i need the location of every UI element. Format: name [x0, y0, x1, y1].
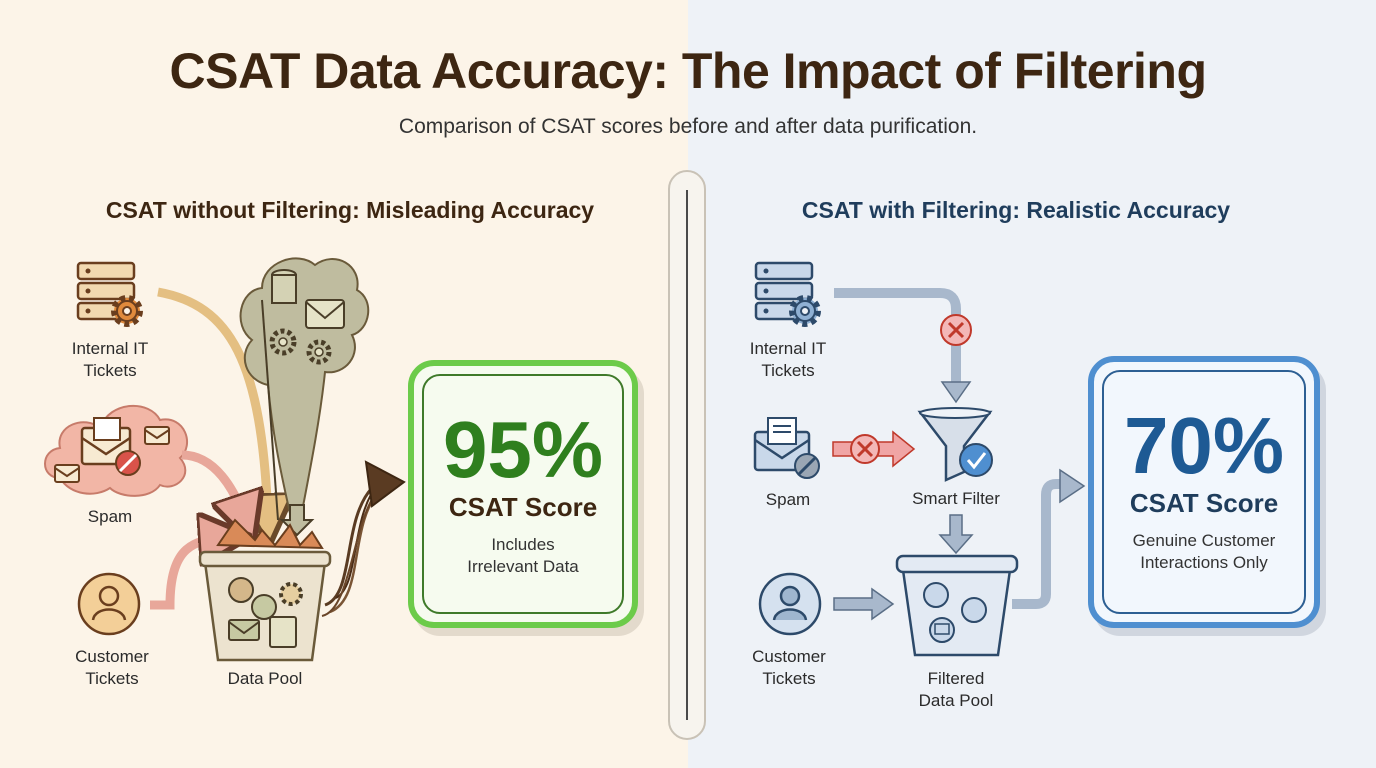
right-internal-it-label: Internal IT Tickets — [749, 339, 827, 380]
right-customer-label: Customer Tickets — [752, 647, 826, 688]
no-entry-icon — [115, 450, 141, 476]
internal-it-blocked-arrow — [834, 288, 961, 384]
filtered-data-pool-label: Filtered Data Pool — [918, 669, 994, 710]
left-score-card-inner — [422, 374, 624, 614]
internal-it-arrowhead — [940, 381, 972, 404]
right-score-label: CSAT Score — [1129, 488, 1279, 518]
right-score-card: 70% CSAT Score Genuine Customer Interact… — [1088, 356, 1320, 628]
left-score-percent: 95% — [442, 405, 604, 494]
internal-it-to-pool-arrow — [157, 287, 268, 520]
right-score-percent: 70% — [1123, 401, 1285, 490]
reject-x-icon — [940, 314, 972, 346]
left-score-note: Includes Irrelevant Data — [467, 535, 579, 576]
pollution-stream-line — [261, 299, 279, 521]
customer-avatar-icon-right — [758, 572, 822, 636]
left-internal-it-label: Internal IT Tickets — [71, 339, 149, 380]
pollution-cloud-icon — [239, 257, 370, 523]
right-score-card-inner — [1102, 370, 1306, 614]
page-title: CSAT Data Accuracy: The Impact of Filter… — [169, 43, 1207, 99]
left-score-label: CSAT Score — [448, 492, 598, 522]
reject-x-icon-spam — [850, 434, 880, 464]
spam-cloud-icon — [44, 405, 189, 497]
pool-to-score-arrowhead-right — [1059, 468, 1086, 504]
spam-to-pool-arrow — [181, 450, 245, 520]
customer-avatar-icon — [77, 572, 141, 636]
left-customer-label: Customer Tickets — [75, 647, 149, 688]
left-section-title: CSAT without Filtering: Misleading Accur… — [105, 197, 595, 223]
left-score-card: 95% CSAT Score Includes Irrelevant Data — [408, 360, 638, 628]
smart-filter-label: Smart Filter — [912, 489, 1000, 508]
page-subtitle: Comparison of CSAT scores before and aft… — [398, 115, 978, 138]
left-spam-label: Spam — [87, 507, 133, 526]
filtered-pool-basket-icon — [895, 554, 1019, 657]
gear-icon — [111, 295, 143, 327]
pool-to-score-arrow — [321, 460, 406, 617]
envelope-icon-right — [753, 417, 811, 472]
checkmark-icon — [959, 443, 993, 477]
funnel-icon — [917, 407, 993, 482]
pool-to-score-arrow-right — [1012, 479, 1062, 609]
center-divider — [668, 170, 706, 740]
right-section-title: CSAT with Filtering: Realistic Accuracy — [801, 197, 1231, 223]
customer-to-pool-arrow — [150, 538, 225, 610]
data-pool-basket-icon — [198, 518, 332, 662]
blocked-icon-right — [794, 453, 820, 479]
customer-to-pool-arrow-right — [833, 587, 895, 621]
right-spam-label: Spam — [765, 490, 811, 509]
gear-icon-right — [789, 295, 821, 327]
right-score-note: Genuine Customer Interactions Only — [1132, 531, 1276, 572]
left-data-pool-label: Data Pool — [227, 669, 303, 688]
filter-to-pool-arrow — [938, 514, 974, 555]
